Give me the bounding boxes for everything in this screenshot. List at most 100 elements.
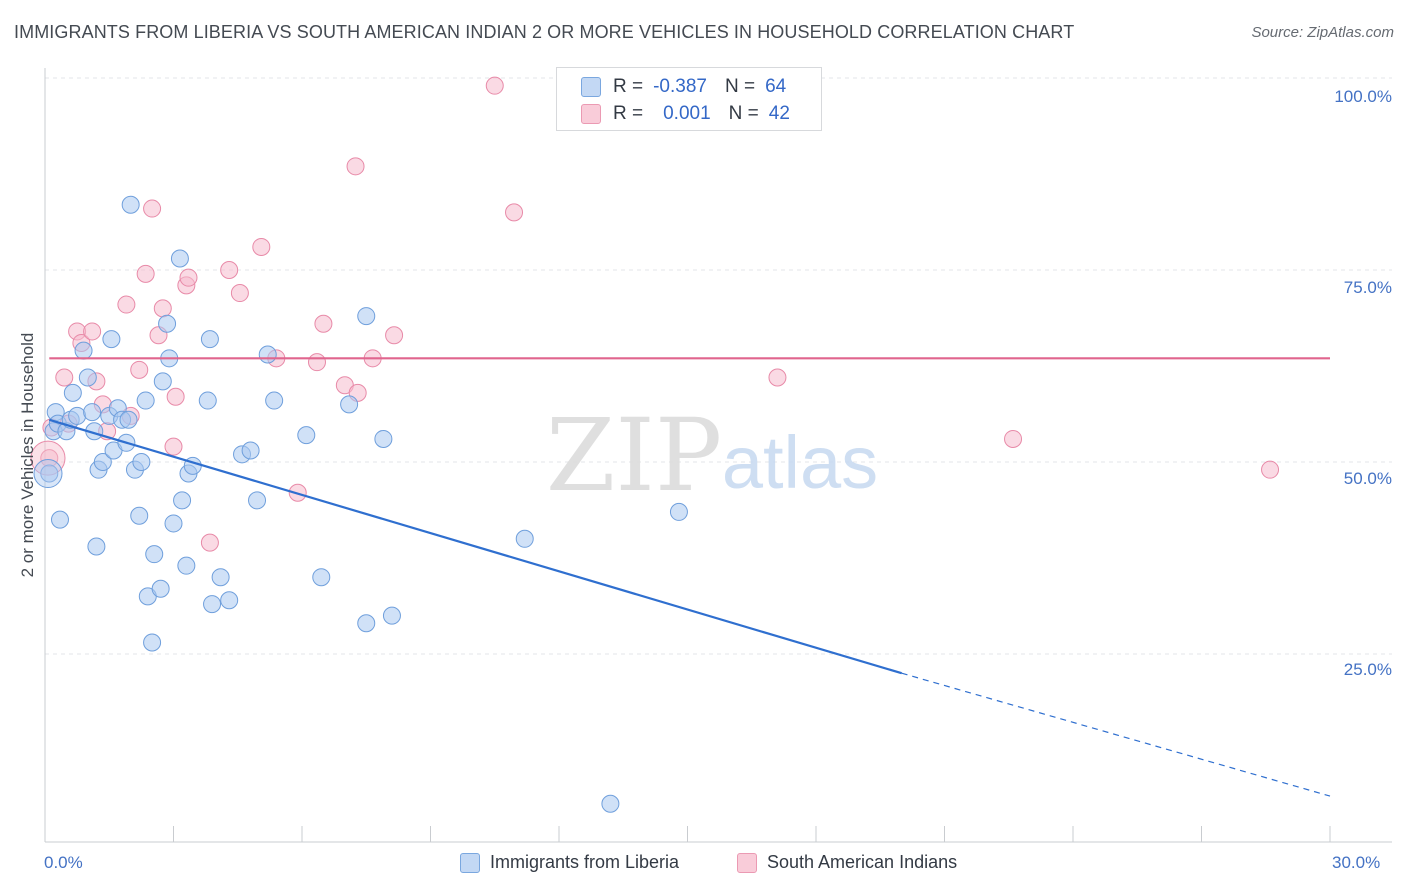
legend-swatch-pink (581, 104, 601, 124)
series-south-american-indians (30, 76, 1280, 552)
data-point-liberia (136, 391, 155, 410)
bottom-legend-label: South American Indians (767, 852, 958, 872)
data-point-liberia (357, 307, 376, 326)
data-point-liberia (93, 453, 112, 471)
legend-n-label: N = (724, 76, 756, 97)
data-point-liberia (132, 453, 151, 471)
data-point-liberia (382, 606, 401, 625)
data-point-liberia (68, 406, 87, 425)
data-point-south-american-indians (136, 264, 155, 283)
watermark: ZIP atlas (546, 397, 878, 514)
data-point-south-american-indians (117, 295, 136, 314)
data-point-south-american-indians (55, 368, 74, 387)
data-point-liberia (173, 491, 192, 510)
data-point-liberia (170, 249, 189, 268)
correlation-legend: R = -0.387 N = 64 R = 0.001 N = 42 (556, 67, 822, 131)
data-point-liberia (74, 341, 93, 360)
data-point-liberia (265, 391, 284, 410)
legend-r-value: -0.387 (653, 76, 707, 97)
source-label: Source: ZipAtlas.com (1251, 24, 1394, 41)
data-point-liberia (177, 556, 196, 575)
data-point-liberia (297, 426, 316, 445)
data-point-liberia (198, 391, 217, 410)
y-tick-label-75: 75.0% (1343, 278, 1392, 297)
data-point-liberia (203, 595, 222, 614)
watermark-atlas: atlas (722, 421, 878, 504)
y-tick-label-50: 50.0% (1343, 469, 1392, 488)
data-point-south-american-indians (164, 437, 183, 456)
data-point-south-american-indians (1004, 429, 1023, 448)
y-axis-label: 2 or more Vehicles in Household (18, 332, 37, 578)
data-point-liberia (145, 545, 164, 564)
y-tick-label-100: 100.0% (1334, 87, 1392, 106)
data-point-liberia (220, 591, 239, 610)
y-tick-label-25: 25.0% (1343, 660, 1392, 679)
data-point-liberia (102, 330, 121, 349)
data-point-liberia (63, 383, 82, 402)
data-point-liberia (83, 403, 102, 422)
data-point-south-american-indians (166, 387, 185, 406)
data-point-liberia (164, 514, 183, 533)
grid-lines (45, 77, 1392, 655)
legend-row-south-american-indians: R = 0.001 N = 42 (581, 101, 790, 127)
legend-swatch-blue (581, 77, 601, 97)
data-point-liberia (143, 633, 162, 652)
data-point-liberia (669, 502, 688, 521)
data-point-liberia (50, 510, 69, 529)
data-point-liberia (87, 537, 106, 556)
data-point-south-american-indians (230, 284, 249, 303)
data-point-liberia (200, 330, 219, 349)
legend-r-label: R = (613, 103, 644, 124)
legend-row-liberia: R = -0.387 N = 64 (581, 74, 786, 100)
data-point-liberia (241, 441, 260, 460)
data-point-liberia (248, 491, 267, 510)
trendline-liberia-extension (901, 672, 1331, 797)
data-point-south-american-indians (179, 268, 198, 287)
data-point-liberia (40, 464, 59, 483)
bottom-legend-label: Immigrants from Liberia (490, 852, 680, 872)
data-point-south-american-indians (143, 199, 162, 218)
data-point-south-american-indians (83, 322, 102, 341)
legend-n-value: 64 (765, 76, 787, 97)
data-point-liberia (312, 568, 331, 587)
data-point-liberia (357, 614, 376, 633)
bottom-legend-swatch-blue (460, 852, 480, 873)
bottom-legend-swatch-pink (737, 852, 757, 873)
bottom-legend-south-american-indians: South American Indians (737, 852, 957, 873)
data-point-south-american-indians (505, 203, 524, 222)
data-point-liberia (78, 368, 97, 387)
data-point-liberia (340, 395, 359, 414)
legend-n-value: 42 (768, 103, 790, 124)
trendlines (48, 357, 1331, 797)
data-point-liberia (601, 794, 620, 813)
data-point-liberia (33, 459, 63, 489)
data-point-south-american-indians (314, 314, 333, 333)
watermark-zip: ZIP (546, 397, 722, 514)
x-tick-label-max: 30.0% (1332, 853, 1381, 872)
data-point-south-american-indians (1261, 460, 1280, 479)
data-point-south-american-indians (385, 326, 404, 345)
data-point-liberia (158, 314, 177, 333)
data-point-liberia (153, 372, 172, 391)
data-point-liberia (258, 345, 277, 364)
data-point-liberia (515, 529, 534, 548)
data-point-liberia (374, 429, 393, 448)
trendline-liberia (48, 418, 902, 675)
data-point-liberia (211, 568, 230, 587)
data-point-south-american-indians (153, 299, 172, 318)
data-point-liberia (151, 579, 170, 598)
data-point-liberia (119, 410, 138, 429)
data-point-south-american-indians (130, 360, 149, 379)
bottom-legend-liberia: Immigrants from Liberia (460, 852, 679, 873)
data-point-south-american-indians (307, 353, 326, 372)
x-tick-label-min: 0.0% (44, 853, 83, 872)
data-point-south-american-indians (346, 157, 365, 176)
data-point-south-american-indians (200, 533, 219, 552)
data-point-south-american-indians (485, 76, 504, 95)
data-point-south-american-indians (220, 261, 239, 279)
legend-n-label: N = (728, 103, 759, 124)
legend-r-label: R = (613, 76, 644, 97)
data-point-liberia (121, 195, 140, 214)
chart-title: IMMIGRANTS FROM LIBERIA VS SOUTH AMERICA… (14, 22, 1075, 42)
